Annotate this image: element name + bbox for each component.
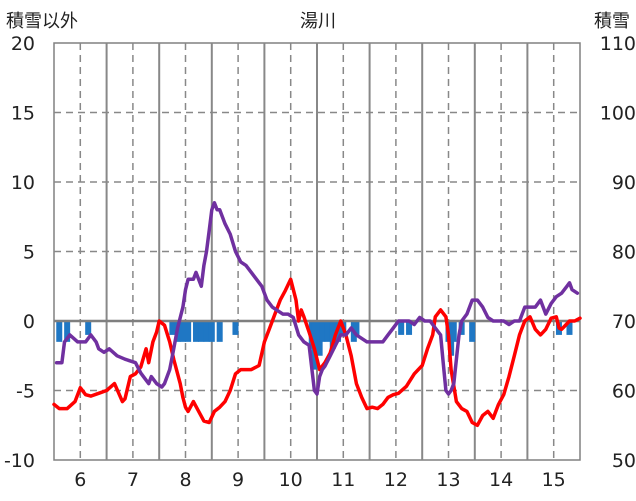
series-lines — [52, 201, 582, 428]
y-right-tick-label: 70 — [612, 311, 636, 333]
y-left-tick-label: -5 — [16, 381, 35, 403]
precip-bar — [398, 321, 405, 335]
x-tick-label: 7 — [127, 469, 139, 491]
precip-bar — [208, 321, 215, 342]
precip-bar — [450, 321, 457, 342]
x-tick-label: 10 — [279, 469, 303, 491]
y-right-tick-label: 50 — [612, 450, 636, 472]
temperature-line — [52, 277, 582, 428]
precip-bar — [203, 321, 210, 342]
precip-bar — [566, 321, 573, 335]
y-left-tick-label: 15 — [11, 103, 35, 125]
precip-bar — [85, 321, 92, 335]
precip-bar — [56, 321, 63, 342]
x-tick-label: 15 — [542, 469, 566, 491]
chart-title: 湯川 — [300, 11, 336, 32]
precip-bar — [193, 321, 200, 342]
x-tick-label: 11 — [331, 469, 355, 491]
precip-bar — [469, 321, 476, 342]
y-right-axis-label: 積雪 — [594, 11, 630, 32]
precip-bar — [64, 321, 71, 342]
y-right-tick-label: 110 — [600, 33, 636, 55]
x-tick-label: 9 — [232, 469, 244, 491]
x-tick-label: 8 — [179, 469, 191, 491]
precip-bar — [329, 321, 336, 349]
x-tick-label: 12 — [384, 469, 408, 491]
y-right-tick-label: 100 — [600, 103, 636, 125]
precip-bar — [319, 321, 326, 342]
y-left-tick-label: 10 — [11, 172, 35, 194]
y-left-tick-label: 5 — [23, 242, 35, 264]
snow_depth-line — [54, 201, 580, 396]
precip-bar — [179, 321, 186, 342]
y-left-tick-label: 0 — [23, 311, 35, 333]
y-right-tick-label: 60 — [612, 381, 636, 403]
precip-bar — [406, 321, 413, 335]
y-left-axis-label: 積雪以外 — [6, 11, 78, 32]
y-right-tick-label: 90 — [612, 172, 636, 194]
y-left-tick-label: -10 — [4, 450, 35, 472]
x-tick-label: 13 — [436, 469, 460, 491]
precip-bar — [216, 321, 223, 342]
y-left-tick-label: 20 — [11, 33, 35, 55]
precip-bar — [169, 321, 176, 335]
precip-bar — [198, 321, 205, 342]
precip-bar — [185, 321, 192, 342]
y-right-tick-label: 80 — [612, 242, 636, 264]
precip-bar — [232, 321, 239, 335]
precip-bar — [353, 321, 360, 335]
precip-bar — [324, 321, 331, 342]
x-tick-label: 6 — [74, 469, 86, 491]
x-tick-label: 14 — [489, 469, 513, 491]
grid — [54, 43, 580, 460]
